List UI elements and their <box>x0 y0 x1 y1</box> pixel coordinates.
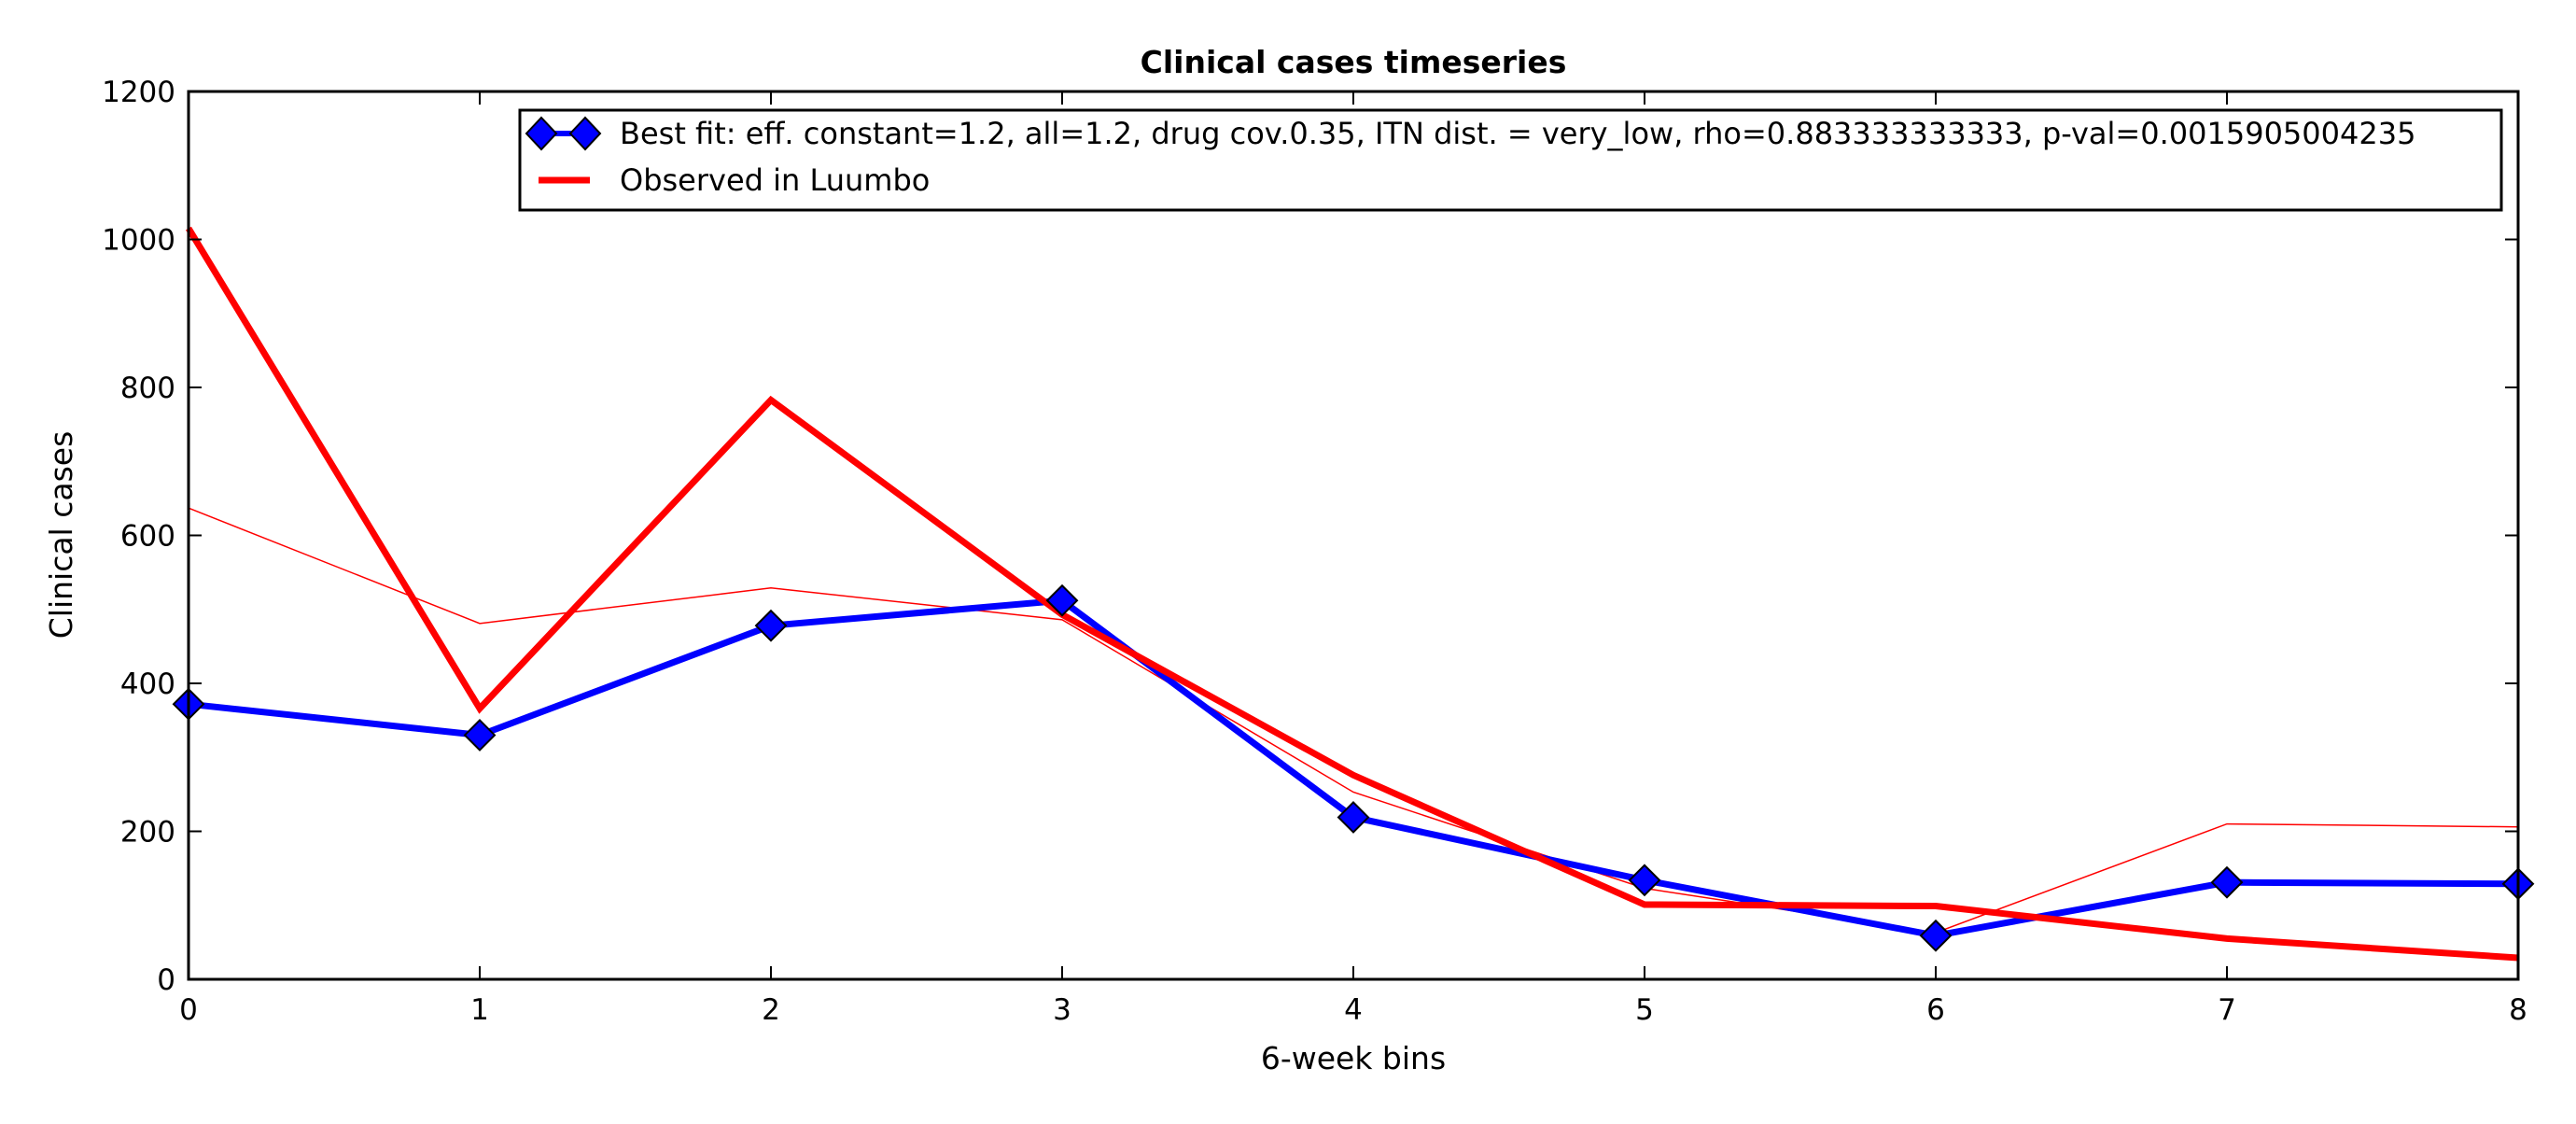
y-tick-label: 600 <box>120 520 175 554</box>
y-tick-label: 1200 <box>102 76 175 109</box>
y-tick-label: 800 <box>120 372 175 405</box>
chart-title: Clinical cases timeseries <box>1141 44 1567 80</box>
legend-label-observed: Observed in Luumbo <box>620 162 930 198</box>
legend-marker-best-fit <box>525 116 558 151</box>
data-point-marker <box>1628 864 1661 897</box>
y-axis-label: Clinical cases <box>43 431 79 639</box>
data-point-marker <box>463 719 497 752</box>
series-line-1 <box>186 226 2519 962</box>
legend: Best fit: eff. constant=1.2, all=1.2, dr… <box>518 108 2503 212</box>
x-tick-label: 3 <box>1053 993 1071 1027</box>
x-tick-label: 1 <box>470 993 489 1027</box>
x-tick-label: 7 <box>2218 993 2236 1027</box>
x-tick-label: 4 <box>1344 993 1363 1027</box>
x-tick-label: 8 <box>2509 993 2527 1027</box>
data-point-marker <box>1337 801 1370 834</box>
legend-marker-best-fit <box>568 116 602 151</box>
legend-label-best-fit: Best fit: eff. constant=1.2, all=1.2, dr… <box>620 116 2415 151</box>
data-point-marker <box>1919 919 1953 952</box>
x-tick-label: 6 <box>1926 993 1945 1027</box>
y-tick-label: 400 <box>120 667 175 701</box>
y-tick-label: 200 <box>120 816 175 850</box>
x-tick-label: 5 <box>1635 993 1654 1027</box>
y-tick-label: 0 <box>157 963 175 997</box>
x-tick-label: 2 <box>762 993 780 1027</box>
legend-box <box>518 108 2503 212</box>
secondary-series-line <box>188 507 2519 934</box>
x-tick-label: 0 <box>179 993 198 1027</box>
x-axis-label: 6-week bins <box>1261 1040 1446 1076</box>
data-point-marker <box>2210 865 2244 899</box>
data-point-marker <box>754 609 788 642</box>
y-tick-label: 1000 <box>102 224 175 258</box>
data-point-marker <box>1045 583 1079 617</box>
